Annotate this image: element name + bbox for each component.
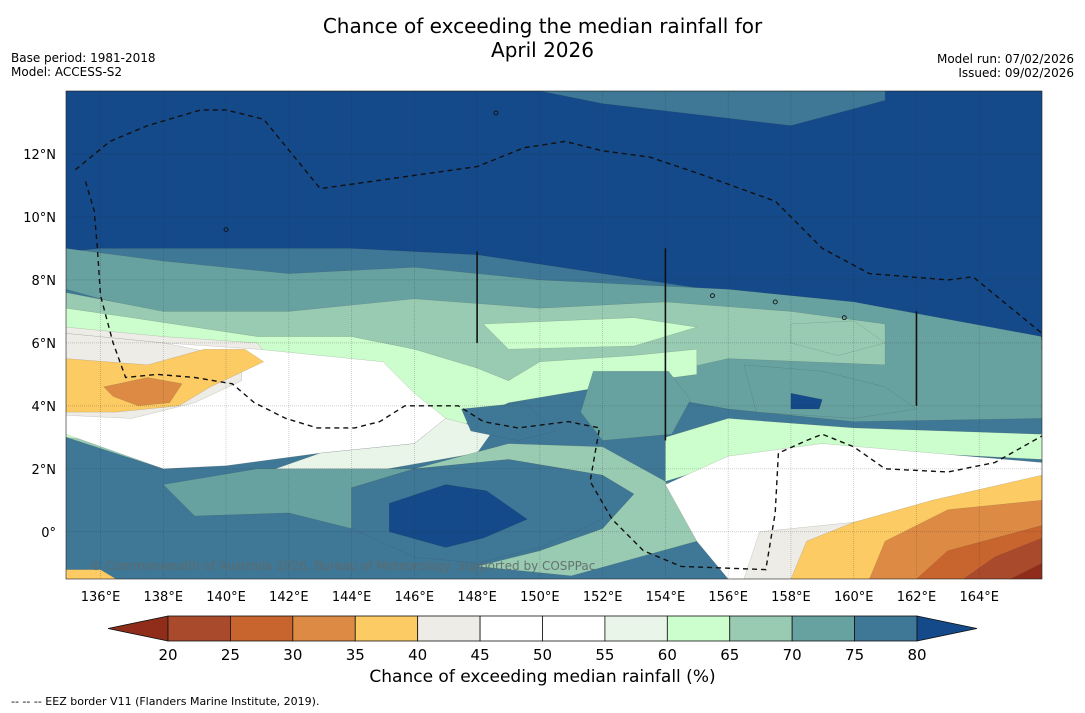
map-frame (65, 90, 1043, 580)
band-70-75-south-west (162, 468, 415, 529)
band-below-20-east (1010, 563, 1042, 579)
x-tick-label: 144°E (332, 590, 372, 605)
y-tick-label: 2°N (32, 463, 57, 478)
band-above-80-east-spot (790, 392, 823, 410)
x-tick-label: 160°E (834, 590, 874, 605)
y-tick-label: 0° (41, 526, 56, 541)
colorbar-swatch (417, 615, 481, 642)
x-tick-label: 136°E (81, 590, 121, 605)
x-tick-label: 140°E (206, 590, 246, 605)
x-tick-label: 152°E (583, 590, 623, 605)
colorbar: 20 25 30 35 40 45 50 55 60 65 70 75 80 (107, 615, 978, 664)
colorbar-swatch (167, 615, 231, 642)
band-20-25-east (963, 537, 1042, 579)
eez-border (74, 109, 1042, 571)
colorbar-tick-label: 80 (907, 646, 926, 664)
x-tick-label: 156°E (708, 590, 748, 605)
y-tick-label: 10°N (23, 211, 56, 226)
colorbar-tick-label: 60 (658, 646, 677, 664)
meta-left: Base period: 1981-2018 Model: ACCESS-S2 (11, 51, 156, 79)
colorbar-swatch (791, 615, 855, 642)
colorbar-tick-label: 55 (595, 646, 614, 664)
colorbar-tick-label: 50 (533, 646, 552, 664)
colorbar-extend-high (916, 615, 978, 642)
band-30-35 (103, 377, 183, 407)
eez-footnote: -- -- -- EEZ border V11 (Flanders Marine… (11, 695, 320, 708)
x-tick-label: 158°E (771, 590, 811, 605)
grid-lines (66, 91, 1042, 579)
y-tick-label: 8°N (32, 274, 57, 289)
band-65-70-east (790, 320, 886, 356)
colorbar-tick-label: 45 (471, 646, 490, 664)
band-above-80-south (388, 484, 528, 548)
colorbar-tick-label: 70 (783, 646, 802, 664)
island-0 (493, 110, 499, 116)
y-tick-label: 6°N (32, 337, 57, 352)
title-line-1: Chance of exceeding the median rainfall … (322, 14, 763, 38)
band-70-75-mid (580, 370, 691, 441)
x-tick-label: 162°E (897, 590, 937, 605)
model-name: Model: ACCESS-S2 (11, 65, 123, 79)
x-tick-label: 148°E (457, 590, 497, 605)
meta-right: Model run: 07/02/2026 Issued: 09/02/2026 (937, 52, 1074, 80)
colorbar-tick-label: 35 (346, 646, 365, 664)
colorbar-swatch (354, 615, 419, 642)
band-65-70-south (414, 443, 698, 577)
x-tick-label: 138°E (144, 590, 184, 605)
band-75-80-north-strip (320, 91, 886, 126)
axis-ticks: 136°E 138°E 140°E 142°E 144°E 146°E 148°E 150°E… (23, 148, 999, 605)
colorbar-swatch (666, 615, 731, 642)
title-line-2: April 2026 (491, 38, 594, 62)
colorbar-swatch (604, 615, 668, 642)
map-field (66, 91, 1042, 579)
colorbar-swatch (230, 615, 294, 642)
base-period: Base period: 1981-2018 (11, 51, 156, 65)
model-run: Model run: 07/02/2026 (936, 52, 1074, 66)
island-1 (841, 315, 847, 321)
colorbar-swatch (729, 615, 793, 642)
band-35-40-sw-corner (66, 569, 117, 579)
island-4 (772, 299, 778, 305)
colorbar-tick-label: 30 (283, 646, 302, 664)
colorbar-extend-low (107, 615, 169, 642)
colorbar-tick-label: 75 (845, 646, 864, 664)
x-tick-label: 142°E (269, 590, 309, 605)
x-tick-label: 154°E (646, 590, 686, 605)
y-tick-label: 4°N (32, 400, 57, 415)
x-tick-label: 146°E (395, 590, 435, 605)
colorbar-swatch (854, 615, 918, 642)
x-tick-label: 150°E (520, 590, 560, 605)
colorbar-swatch (292, 615, 356, 642)
copyright-text: © Commonwealth of Australia 2026, Bureau… (90, 559, 595, 573)
band-above-80-north (66, 91, 1042, 340)
issued-date: Issued: 09/02/2026 (958, 66, 1074, 80)
chart-title: Chance of exceeding the median rainfall … (0, 14, 1085, 62)
colorbar-swatch (479, 615, 543, 642)
x-tick-label: 164°E (959, 590, 999, 605)
colorbar-label: Chance of exceeding median rainfall (%) (369, 667, 716, 687)
y-tick-label: 12°N (23, 148, 56, 163)
colorbar-tick-label: 40 (408, 646, 427, 664)
eez-dashed-line (74, 109, 1042, 571)
island-3 (710, 293, 715, 299)
colorbar-tick-label: 20 (158, 646, 177, 664)
band-75-80-mid (461, 402, 557, 441)
colorbar-tick-label: 25 (221, 646, 240, 664)
colorbar-tick-label: 65 (720, 646, 739, 664)
band-70-75-east (743, 364, 918, 419)
island-2 (223, 227, 229, 232)
colorbar-swatch (542, 615, 606, 642)
